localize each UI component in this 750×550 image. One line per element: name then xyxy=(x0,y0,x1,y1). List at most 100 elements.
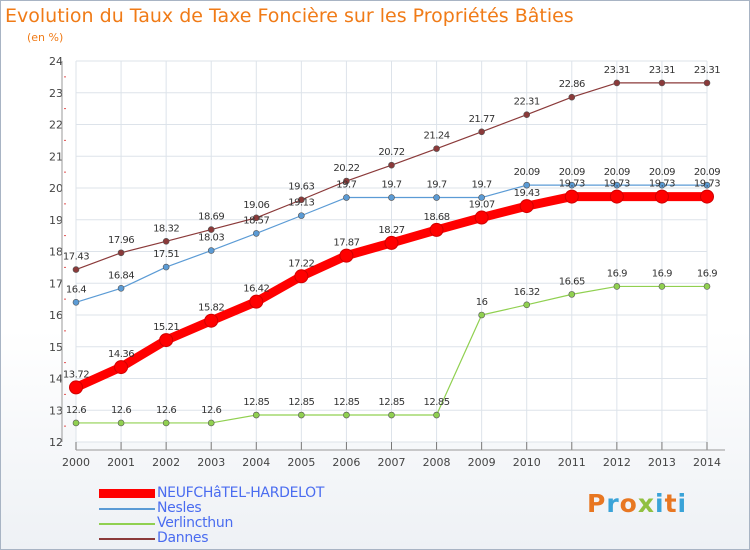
data-point xyxy=(249,294,264,309)
data-point xyxy=(388,411,395,419)
data-label: 20.09 xyxy=(514,167,540,178)
x-tick-label: 2004 xyxy=(242,456,270,469)
y-tick-label: 14 xyxy=(49,373,63,386)
data-point xyxy=(703,283,711,290)
data-point xyxy=(523,181,531,189)
logo-letter: t xyxy=(664,489,678,518)
data-label: 20.09 xyxy=(694,167,720,178)
x-tick-label: 2011 xyxy=(558,456,586,469)
data-point xyxy=(207,226,215,233)
data-point xyxy=(568,291,576,298)
data-point xyxy=(114,360,129,375)
data-point xyxy=(613,79,621,87)
data-label: 16.9 xyxy=(607,268,627,279)
data-point xyxy=(117,419,125,427)
data-labels: 13.72 14.36 15.21 15.82 16.42 17.22 17.87 18.27… xyxy=(63,65,721,416)
data-label: 17.22 xyxy=(288,258,314,269)
logo-letter: i xyxy=(655,489,665,518)
data-label: 15.21 xyxy=(153,322,179,333)
y-tick-label: 12 xyxy=(49,436,63,449)
data-point xyxy=(343,411,350,419)
data-point xyxy=(69,380,83,395)
chart-title: Evolution du Taux de Taxe Foncière sur l… xyxy=(5,5,574,27)
x-tick-label: 2007 xyxy=(378,456,406,469)
x-tick-label: 2002 xyxy=(152,456,180,469)
data-label: 18.57 xyxy=(243,215,269,226)
data-label: 12.6 xyxy=(201,405,221,416)
y-tick-label: 24 xyxy=(49,55,63,68)
data-point xyxy=(658,283,666,290)
legend-swatch xyxy=(99,507,155,510)
data-label: 19.63 xyxy=(288,182,314,193)
data-label: 18.03 xyxy=(198,233,224,244)
data-label: 16 xyxy=(476,297,488,308)
x-tick-label: 2003 xyxy=(197,456,225,469)
data-label: 12.85 xyxy=(288,397,314,408)
data-point xyxy=(478,311,485,319)
data-point xyxy=(298,196,305,204)
data-point xyxy=(429,222,444,237)
data-point xyxy=(162,238,170,245)
data-label: 18.68 xyxy=(424,212,450,223)
data-label: 21.77 xyxy=(469,114,495,125)
x-tick-label: 2014 xyxy=(693,456,721,469)
legend: NEUFCHâTEL-HARDELOT Nesles Verlincthun Dann… xyxy=(99,486,324,546)
data-point xyxy=(384,235,399,250)
data-label: 22.86 xyxy=(559,79,585,90)
legend-label: Nesles xyxy=(157,500,202,516)
data-point xyxy=(613,181,621,189)
data-point xyxy=(478,128,485,136)
legend-item: Dannes xyxy=(99,531,324,546)
data-point xyxy=(564,189,579,204)
data-label: 20.09 xyxy=(649,167,675,178)
data-label: 12.6 xyxy=(156,405,176,416)
data-label: 13.72 xyxy=(63,369,89,380)
data-point xyxy=(72,298,80,306)
x-tick-label: 2010 xyxy=(513,456,541,469)
data-label: 21.24 xyxy=(424,131,450,142)
data-point xyxy=(700,189,714,204)
chart-subtitle: (en %) xyxy=(27,31,64,44)
data-point xyxy=(117,285,125,292)
legend-label: Verlincthun xyxy=(157,515,234,531)
legend-item: NEUFCHâTEL-HARDELOT xyxy=(99,486,324,501)
legend-label: Dannes xyxy=(157,530,209,546)
data-label: 20.22 xyxy=(333,163,359,174)
legend-swatch xyxy=(99,489,155,498)
legend-item: Verlincthun xyxy=(99,516,324,531)
data-point xyxy=(703,79,711,87)
data-point xyxy=(162,263,170,271)
y-tick-label: 15 xyxy=(49,341,63,354)
logo-letter: x xyxy=(637,489,655,518)
x-tick-label: 2001 xyxy=(107,456,135,469)
y-tick-label: 20 xyxy=(49,182,63,195)
data-label: 18.27 xyxy=(378,225,404,236)
data-label: 19.7 xyxy=(381,180,401,191)
data-point xyxy=(568,181,576,189)
x-tick-label: 2012 xyxy=(603,456,631,469)
data-point xyxy=(433,411,440,419)
data-point xyxy=(519,199,534,214)
data-point xyxy=(388,161,395,169)
data-label: 16.84 xyxy=(108,270,134,281)
x-tick-label: 2000 xyxy=(62,456,90,469)
data-label: 12.85 xyxy=(378,397,404,408)
data-point xyxy=(343,177,350,185)
y-tick-label: 19 xyxy=(49,214,63,227)
data-point xyxy=(298,212,305,219)
data-point xyxy=(478,194,485,201)
y-tick-label: 21 xyxy=(49,150,63,163)
data-point xyxy=(159,333,174,348)
data-label: 19.7 xyxy=(472,180,492,191)
data-label: 19.43 xyxy=(514,188,540,199)
data-point xyxy=(609,189,624,204)
data-label: 16.32 xyxy=(514,287,540,298)
x-tick-label: 2005 xyxy=(287,456,315,469)
data-label: 23.31 xyxy=(604,65,630,76)
data-point xyxy=(252,230,260,237)
legend-swatch xyxy=(99,522,155,525)
x-tick-label: 2013 xyxy=(648,456,676,469)
data-label: 22.31 xyxy=(514,97,540,108)
data-label: 19.7 xyxy=(426,180,446,191)
